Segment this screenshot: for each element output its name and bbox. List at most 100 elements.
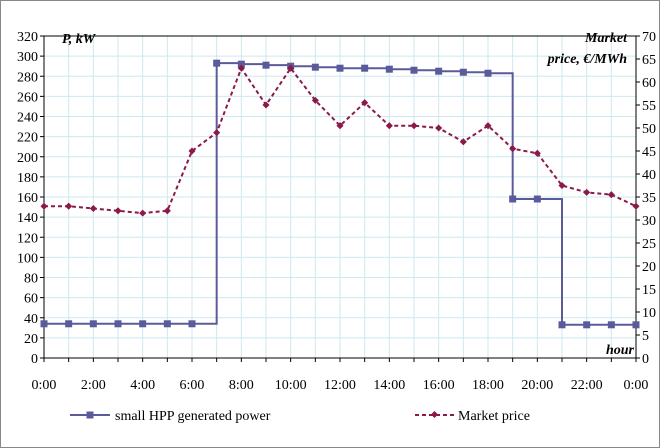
series-line-power: [44, 62, 636, 326]
right-tick-label: 45: [642, 145, 656, 160]
price-point: [65, 202, 73, 210]
left-tick-label: 180: [17, 171, 38, 186]
x-axis-label: hour: [606, 343, 635, 358]
right-tick-label: 15: [642, 283, 656, 298]
x-tick-label: 6:00: [180, 378, 205, 393]
x-tick-label: 8:00: [229, 378, 254, 393]
left-tick-label: 320: [17, 30, 38, 45]
left-tick-label: 60: [24, 292, 38, 307]
legend: small HPP generated power Market price: [70, 409, 530, 424]
x-tick-label: 22:00: [571, 378, 603, 393]
left-axis-label: P, kW: [62, 32, 97, 47]
power-point: [114, 320, 122, 328]
x-tick-label: 12:00: [324, 378, 356, 393]
x-tick-label: 16:00: [423, 378, 455, 393]
price-point: [385, 122, 393, 130]
legend-marker-price: [430, 410, 439, 419]
left-tick-label: 140: [17, 211, 38, 226]
x-tick-label: 0:00: [624, 378, 649, 393]
right-tick-label: 35: [642, 191, 656, 206]
power-point: [336, 64, 344, 72]
price-point: [40, 202, 48, 210]
right-tick-label: 50: [642, 122, 656, 137]
left-tick-label: 160: [17, 191, 38, 206]
power-point: [435, 67, 443, 75]
price-point: [287, 64, 295, 72]
power-point: [533, 195, 541, 203]
right-tick-label: 70: [642, 30, 656, 45]
power-point: [632, 321, 640, 329]
price-point: [213, 129, 221, 137]
right-tick-label: 30: [642, 214, 656, 229]
left-tick-label: 120: [17, 231, 38, 246]
power-point: [509, 195, 517, 203]
price-point: [558, 181, 566, 190]
power-point: [583, 321, 591, 329]
left-tick-label: 220: [17, 131, 38, 146]
right-axis-label-line2: price, €/MWh: [547, 52, 628, 67]
right-tick-label: 60: [642, 76, 656, 91]
price-point: [632, 202, 640, 210]
price-point: [607, 191, 615, 199]
right-tick-label: 55: [642, 99, 656, 114]
price-point: [435, 124, 443, 132]
price-point: [311, 96, 319, 104]
power-point: [213, 59, 221, 67]
right-tick-label: 20: [642, 260, 656, 275]
price-point: [484, 122, 492, 130]
right-tick-label: 10: [642, 306, 656, 321]
right-tick-label: 65: [642, 53, 656, 68]
right-axis-label-line1: Market: [584, 31, 628, 46]
power-point: [65, 320, 73, 328]
left-tick-label: 200: [17, 151, 38, 166]
price-point: [89, 204, 97, 213]
right-tick-label: 0: [642, 352, 649, 367]
x-tick-label: 14:00: [373, 378, 405, 393]
price-point: [237, 64, 245, 72]
legend-marker-power: [86, 411, 94, 419]
power-point: [558, 321, 566, 329]
left-tick-label: 280: [17, 70, 38, 85]
power-point: [311, 63, 319, 71]
left-tick-label: 240: [17, 111, 38, 126]
power-point: [139, 320, 147, 328]
right-tick-label: 25: [642, 237, 656, 252]
power-point: [237, 60, 245, 68]
power-point: [89, 320, 97, 328]
price-point: [459, 138, 467, 146]
legend-label-price: Market price: [458, 409, 530, 424]
x-tick-label: 20:00: [521, 378, 553, 393]
left-tick-label: 100: [17, 251, 38, 266]
price-point: [114, 207, 122, 215]
power-point: [361, 64, 369, 72]
left-tick-label: 300: [17, 50, 38, 65]
left-tick-label: 80: [24, 272, 38, 287]
left-tick-label: 40: [24, 312, 38, 327]
x-tick-label: 4:00: [130, 378, 155, 393]
price-point: [583, 188, 591, 196]
power-point: [484, 69, 492, 77]
power-point: [385, 65, 393, 73]
x-tick-label: 10:00: [275, 378, 307, 393]
left-tick-label: 20: [24, 332, 38, 347]
price-point: [410, 122, 418, 130]
price-point: [336, 122, 344, 130]
right-tick-label: 40: [642, 168, 656, 183]
power-point: [262, 61, 270, 69]
price-point: [533, 149, 541, 157]
x-tick-label: 18:00: [472, 378, 504, 393]
price-point: [188, 147, 196, 155]
price-point: [163, 207, 171, 215]
legend-label-power: small HPP generated power: [115, 409, 271, 424]
power-point: [188, 320, 196, 328]
power-point: [459, 68, 467, 76]
left-axis: 0 20 40 60 80 100 120 140 160 180 200 220 240 260 280 3…: [17, 30, 44, 367]
price-point: [361, 99, 369, 107]
price-point: [139, 209, 147, 217]
left-tick-label: 0: [31, 352, 38, 367]
power-point: [163, 320, 171, 328]
right-tick-label: 5: [642, 329, 649, 344]
x-tick-label: 2:00: [81, 378, 106, 393]
price-point: [262, 101, 270, 109]
